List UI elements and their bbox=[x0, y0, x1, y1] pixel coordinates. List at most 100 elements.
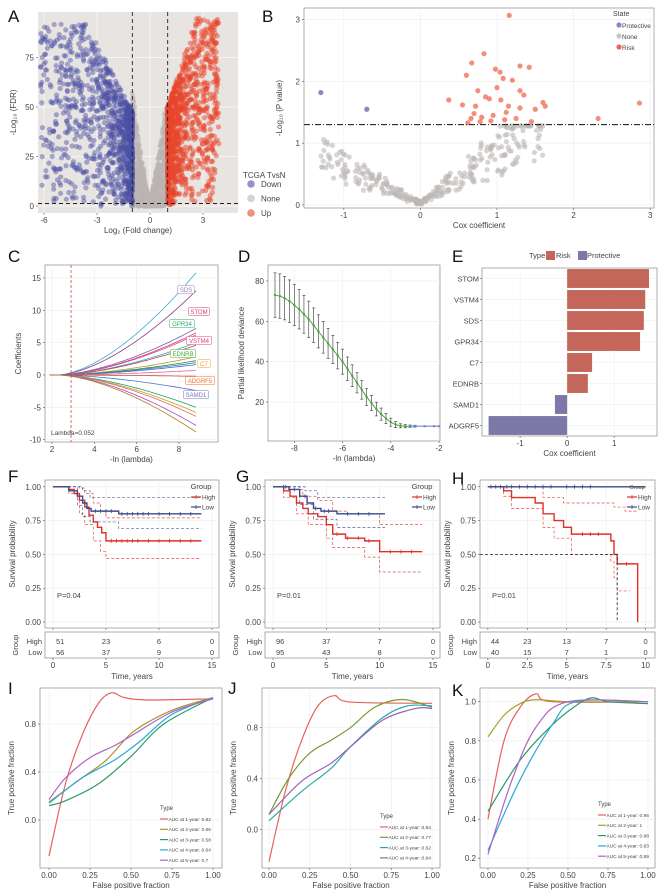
point-down bbox=[90, 61, 96, 67]
point-down bbox=[75, 80, 81, 86]
point-up bbox=[193, 23, 199, 29]
point-down bbox=[91, 137, 97, 144]
point-down bbox=[123, 108, 130, 114]
risk-count: 37 bbox=[322, 637, 330, 646]
point-down bbox=[87, 64, 93, 71]
risk-count: 1 bbox=[604, 648, 608, 657]
point-down bbox=[38, 64, 44, 70]
point-down bbox=[88, 39, 94, 45]
point-down bbox=[110, 186, 116, 192]
point-down bbox=[50, 128, 56, 134]
risk-table-group-label: High bbox=[27, 637, 42, 646]
point-down bbox=[125, 151, 131, 157]
legend-title: Type bbox=[380, 814, 394, 820]
point-down bbox=[124, 119, 130, 125]
point-risk bbox=[517, 88, 523, 94]
point-down bbox=[70, 87, 76, 94]
point-down bbox=[119, 148, 126, 154]
point-down bbox=[111, 188, 117, 194]
legend-label: None bbox=[261, 195, 281, 204]
bar-samd1 bbox=[554, 395, 568, 414]
point-up bbox=[207, 144, 213, 151]
point-up bbox=[189, 89, 195, 95]
point-down bbox=[73, 117, 79, 124]
point-down bbox=[100, 159, 106, 165]
point-down bbox=[121, 144, 127, 150]
point-none bbox=[334, 152, 340, 158]
point-down bbox=[111, 104, 117, 110]
point-down bbox=[129, 119, 135, 126]
point-none bbox=[327, 154, 333, 160]
x-tick-label: 5 bbox=[324, 661, 329, 670]
point-down bbox=[64, 61, 71, 67]
point-risk bbox=[475, 88, 481, 94]
point-down bbox=[120, 152, 127, 158]
point-down bbox=[123, 130, 129, 136]
point-down bbox=[96, 62, 102, 68]
point-down bbox=[126, 164, 132, 170]
point-down bbox=[125, 196, 131, 202]
risk-count: 7 bbox=[565, 648, 569, 657]
y-axis-label: Survival probability bbox=[8, 520, 17, 587]
point-down bbox=[92, 46, 98, 52]
point-none bbox=[518, 123, 524, 129]
point-up bbox=[206, 53, 212, 59]
x-tick-label: -1 bbox=[517, 439, 525, 448]
point-up bbox=[178, 106, 184, 112]
point-down bbox=[108, 108, 115, 114]
point-down bbox=[108, 84, 115, 90]
point-down bbox=[58, 174, 64, 180]
point-down bbox=[129, 114, 135, 120]
y-tick-label: 20 bbox=[255, 398, 264, 407]
point-down bbox=[90, 69, 96, 76]
point-none bbox=[516, 144, 522, 150]
point-down bbox=[63, 68, 69, 74]
point-down bbox=[53, 169, 59, 175]
category-label: VSTM4 bbox=[454, 296, 479, 305]
point-down bbox=[58, 103, 64, 110]
point-down bbox=[59, 146, 65, 152]
point-down bbox=[83, 154, 89, 160]
legend-label: AUC at 2-year: 1 bbox=[607, 823, 643, 829]
point-none bbox=[153, 195, 159, 201]
point-down bbox=[123, 148, 129, 154]
point-down bbox=[39, 35, 45, 41]
x-tick-label: 0.25 bbox=[82, 871, 98, 880]
point-none bbox=[356, 180, 362, 186]
risk-table-group-label: Low bbox=[248, 648, 262, 657]
point-down bbox=[125, 155, 132, 161]
point-down bbox=[39, 154, 45, 160]
point-down bbox=[64, 118, 70, 124]
point-up bbox=[205, 183, 211, 189]
point-up bbox=[191, 173, 197, 179]
point-down bbox=[99, 178, 105, 185]
point-down bbox=[126, 172, 132, 179]
point-down bbox=[71, 23, 78, 30]
point-down bbox=[121, 138, 127, 144]
point-down bbox=[128, 108, 135, 114]
point-down bbox=[74, 29, 80, 35]
point-up bbox=[211, 19, 217, 25]
point-down bbox=[129, 120, 135, 127]
point-down bbox=[121, 117, 127, 123]
point-down bbox=[105, 96, 111, 102]
point-risk bbox=[509, 77, 515, 83]
point-down bbox=[90, 88, 96, 94]
point-down bbox=[123, 161, 130, 167]
point-none bbox=[145, 194, 152, 200]
legend-title: Group bbox=[412, 482, 433, 491]
point-down bbox=[103, 153, 109, 159]
point-down bbox=[112, 94, 118, 100]
point-down bbox=[74, 166, 80, 172]
point-down bbox=[94, 76, 100, 82]
panel-letter-a: A bbox=[8, 7, 20, 26]
point-up bbox=[166, 198, 172, 204]
point-none bbox=[329, 142, 335, 148]
point-none bbox=[149, 202, 155, 208]
point-down bbox=[92, 51, 98, 57]
point-down bbox=[69, 181, 75, 187]
point-down bbox=[96, 122, 102, 129]
point-down bbox=[113, 125, 120, 132]
point-down bbox=[115, 148, 121, 155]
point-down bbox=[101, 78, 108, 84]
